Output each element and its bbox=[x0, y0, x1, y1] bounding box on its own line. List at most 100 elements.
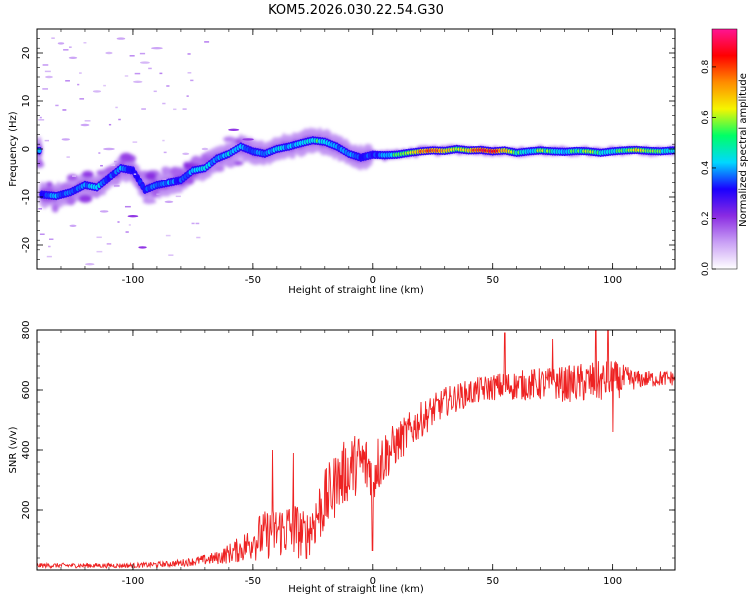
snr-marks bbox=[37, 330, 675, 569]
spectrogram-blob bbox=[66, 174, 78, 181]
spectrogram-noise bbox=[99, 210, 109, 213]
spec-xtick-label: -100 bbox=[122, 275, 145, 286]
spectrogram-speckle bbox=[113, 185, 120, 187]
spectrogram-noise bbox=[69, 224, 77, 227]
spectrogram-blob bbox=[119, 152, 133, 162]
spectrogram-blob bbox=[96, 170, 107, 176]
spectrogram-noise bbox=[45, 75, 53, 79]
spectrogram-blob bbox=[143, 199, 155, 205]
spectrogram-blob bbox=[81, 170, 94, 179]
snr-ylabel: SNR (v/v) bbox=[8, 426, 19, 473]
spectrogram-blob bbox=[185, 177, 195, 185]
spec-ytick-label: 10 bbox=[21, 95, 32, 108]
spectrogram-speckle bbox=[204, 41, 210, 43]
spectrogram-speckle bbox=[162, 178, 167, 180]
snr-xtick-label: 100 bbox=[603, 576, 622, 587]
spectrogram-noise bbox=[92, 90, 102, 93]
spectrogram-xlabel: Height of straight line (km) bbox=[288, 285, 424, 296]
spectrogram-speckle bbox=[124, 75, 129, 77]
snr-ytick-label: 200 bbox=[21, 500, 32, 519]
spectrogram-blob bbox=[145, 171, 157, 181]
spectrogram-speckle bbox=[191, 222, 195, 225]
spectrogram-speckle bbox=[196, 236, 201, 239]
spectrogram-speckle bbox=[173, 108, 177, 111]
spectrogram-speckle bbox=[63, 49, 69, 51]
spectrogram-speckle bbox=[166, 85, 170, 87]
spectrogram-noise bbox=[138, 246, 147, 249]
spectrogram-speckle bbox=[134, 72, 141, 75]
spectrogram-speckle bbox=[65, 80, 70, 82]
spectrogram-noise bbox=[182, 152, 190, 155]
spectrogram-speckle bbox=[125, 231, 129, 233]
spectrogram-speckle bbox=[77, 83, 80, 86]
figure-title: KOM5.2026.030.22.54.G30 bbox=[268, 3, 444, 18]
spectrogram-speckle bbox=[108, 123, 112, 126]
spectrogram-blob bbox=[37, 159, 43, 167]
spectrogram-speckle bbox=[68, 46, 72, 48]
spectrogram-blob bbox=[214, 165, 225, 172]
spectrogram-speckle bbox=[110, 164, 116, 166]
spectrogram-speckle bbox=[46, 255, 52, 258]
spectrogram-speckle bbox=[141, 108, 146, 110]
spectrogram-ylabel: Frequency (Hz) bbox=[8, 111, 19, 187]
spectrogram-noise bbox=[116, 37, 126, 40]
snr-xtick-label: -100 bbox=[122, 576, 145, 587]
spectrogram-speckle bbox=[96, 250, 103, 253]
spectrogram-marks bbox=[37, 37, 675, 266]
spectrogram-speckle bbox=[103, 84, 106, 87]
spectrogram-speckle bbox=[132, 141, 138, 143]
spectrogram-speckle bbox=[83, 42, 87, 44]
snr-series-line bbox=[37, 330, 675, 569]
snr-ytick-label: 600 bbox=[21, 380, 32, 399]
spectrogram-speckle bbox=[187, 72, 192, 74]
spectrogram-noise bbox=[85, 263, 95, 266]
spectrogram-speckle bbox=[117, 221, 120, 223]
snr-xtick-label: -50 bbox=[245, 576, 261, 587]
spectrogram-noise bbox=[127, 215, 139, 218]
colorbar-ticks: 0.0 0.2 0.4 0.6 0.8 bbox=[701, 59, 716, 276]
spectrogram-speckle bbox=[48, 245, 51, 248]
spectrogram-speckle bbox=[182, 108, 187, 110]
spectrogram-speckle bbox=[187, 53, 191, 55]
snr-ticks: -100 -50 0 50 100 200 400 600 800 bbox=[21, 320, 675, 587]
spec-ytick-label: -20 bbox=[21, 237, 32, 253]
spectrogram-speckle bbox=[72, 175, 77, 177]
spectrogram-blob bbox=[46, 181, 53, 188]
spectrogram-noise bbox=[228, 128, 240, 131]
snr-background bbox=[37, 330, 675, 570]
colorbar-tick-label: 0.0 bbox=[701, 262, 711, 277]
snr-panel: -100 -50 0 50 100 200 400 600 800 Height of stra… bbox=[8, 320, 676, 595]
spectrogram-speckle bbox=[55, 104, 59, 107]
spectrogram-speckle bbox=[159, 72, 163, 75]
spectrogram-speckle bbox=[118, 118, 121, 121]
spectrogram-speckle bbox=[129, 55, 135, 57]
spectrogram-speckle bbox=[148, 67, 152, 70]
snr-ytick-label: 800 bbox=[21, 320, 32, 339]
colorbar-tick-label: 0.6 bbox=[701, 110, 711, 125]
spectrogram-noise bbox=[61, 138, 70, 141]
spec-ytick-label: -10 bbox=[21, 189, 32, 205]
spectrogram-blob bbox=[161, 166, 172, 175]
spectrogram-speckle bbox=[48, 238, 54, 240]
spectrogram-noise bbox=[105, 51, 113, 55]
spectrogram-speckle bbox=[175, 195, 181, 198]
spectrogram-noise bbox=[242, 138, 254, 141]
colorbar-gradient bbox=[711, 28, 738, 270]
spectrogram-speckle bbox=[195, 222, 200, 225]
spectrogram-speckle bbox=[38, 208, 42, 210]
spectrogram-speckle bbox=[51, 37, 55, 39]
spectrogram-blob bbox=[205, 150, 214, 156]
spectrogram-speckle bbox=[79, 72, 82, 74]
spectrogram-noise bbox=[151, 47, 163, 50]
spectrogram-blob bbox=[225, 160, 236, 168]
spectrogram-noise bbox=[133, 80, 143, 84]
spectrogram-speckle bbox=[153, 90, 157, 93]
colorbar-tick-label: 0.8 bbox=[701, 59, 711, 74]
spectrogram-speckle bbox=[39, 116, 42, 119]
spectrogram-blob bbox=[119, 159, 126, 166]
spectrogram-noise bbox=[139, 61, 150, 64]
